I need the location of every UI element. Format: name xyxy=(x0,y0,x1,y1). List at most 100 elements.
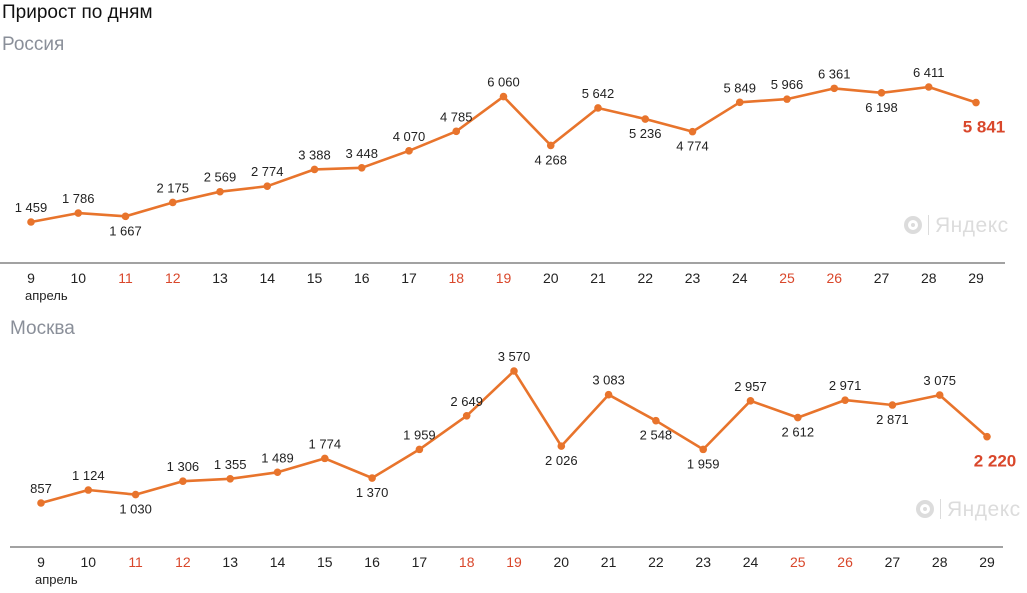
data-label: 2 971 xyxy=(829,378,862,393)
data-point xyxy=(557,442,566,450)
yandex-logo-icon xyxy=(904,216,922,234)
x-tick-label: 15 xyxy=(307,270,323,286)
x-tick-label: 13 xyxy=(222,554,238,570)
data-point xyxy=(121,212,130,221)
x-tick-label: 28 xyxy=(932,554,948,570)
data-label: 3 448 xyxy=(345,146,378,161)
x-tick-label: 25 xyxy=(779,270,795,286)
x-tick-label: 22 xyxy=(648,554,664,570)
chart-title-russia: Россия xyxy=(2,34,65,55)
data-point xyxy=(841,396,849,404)
x-tick-label: 28 xyxy=(921,270,937,286)
data-label: 1 786 xyxy=(62,191,95,206)
data-point xyxy=(972,98,980,107)
chart-russia: 1 459 9 1 786 10 1 667 11 2 175 12 2 569 13 2 774 1… xyxy=(0,65,1006,303)
data-label: 3 570 xyxy=(498,349,531,364)
data-label: 6 060 xyxy=(487,75,520,90)
x-tick-label: 19 xyxy=(506,554,522,570)
data-label: 1 306 xyxy=(167,459,200,474)
data-point xyxy=(226,474,234,483)
data-point xyxy=(983,432,991,441)
data-label: 2 569 xyxy=(204,170,237,185)
data-label-latest: 5 841 xyxy=(963,118,1006,137)
x-tick-label: 22 xyxy=(637,270,653,286)
chart-title-moscow: Москва xyxy=(10,318,75,339)
x-tick-label: 29 xyxy=(968,270,984,286)
data-label: 2 649 xyxy=(450,394,483,409)
data-label: 6 198 xyxy=(865,100,898,115)
data-point xyxy=(179,477,187,485)
data-label: 1 774 xyxy=(309,436,342,451)
x-tick-label: 21 xyxy=(590,270,606,286)
data-point xyxy=(735,98,744,107)
x-tick-label: 23 xyxy=(685,270,701,286)
data-label: 2 612 xyxy=(782,425,815,440)
x-tick-label: 21 xyxy=(601,554,617,570)
x-tick-label: 18 xyxy=(459,554,475,570)
data-point xyxy=(462,412,471,420)
data-point xyxy=(794,413,802,422)
data-label: 1 667 xyxy=(109,223,142,238)
data-label: 857 xyxy=(30,481,52,496)
data-label: 1 124 xyxy=(72,468,105,483)
data-label: 2 175 xyxy=(156,180,189,195)
x-tick-label: 14 xyxy=(270,554,286,570)
data-point xyxy=(357,163,366,172)
data-point xyxy=(84,486,93,494)
x-tick-label: 26 xyxy=(837,554,853,570)
data-point xyxy=(546,141,555,150)
data-point xyxy=(74,209,83,217)
data-label: 1 030 xyxy=(119,502,152,517)
data-label: 1 459 xyxy=(15,200,48,215)
x-tick-label: 9 xyxy=(37,554,45,570)
x-axis-month-label: апрель xyxy=(25,288,68,303)
data-point xyxy=(924,83,933,91)
data-point xyxy=(746,397,755,405)
data-label: 5 642 xyxy=(582,86,615,101)
data-point xyxy=(783,95,791,103)
x-tick-label: 29 xyxy=(979,554,995,570)
data-label-latest: 2 220 xyxy=(974,452,1017,471)
data-point xyxy=(510,367,518,375)
data-point xyxy=(216,187,224,196)
x-tick-label: 24 xyxy=(743,554,759,570)
data-point xyxy=(641,115,650,123)
x-tick-label: 27 xyxy=(885,554,901,570)
data-point xyxy=(604,390,613,399)
data-label: 6 411 xyxy=(913,65,945,80)
data-label: 4 785 xyxy=(440,109,473,124)
x-tick-label: 16 xyxy=(364,554,380,570)
x-tick-label: 9 xyxy=(27,270,35,286)
x-tick-label: 17 xyxy=(401,270,417,286)
data-point xyxy=(131,490,140,499)
data-label: 2 871 xyxy=(876,412,909,427)
data-point xyxy=(830,84,839,93)
data-label: 3 388 xyxy=(298,147,331,162)
watermark-text: Яндекс xyxy=(947,498,1021,521)
yandex-logo-icon xyxy=(916,500,934,518)
x-tick-label: 27 xyxy=(874,270,890,286)
data-label: 2 026 xyxy=(545,453,578,468)
data-label: 1 489 xyxy=(261,450,294,465)
x-tick-label: 19 xyxy=(496,270,512,286)
watermark-moscow: Яндекс xyxy=(916,498,1021,522)
watermark-russia: Яндекс xyxy=(904,214,1009,238)
data-label: 4 070 xyxy=(393,129,426,144)
data-point xyxy=(405,147,413,155)
data-label: 1 959 xyxy=(403,427,436,442)
data-label: 3 075 xyxy=(923,373,956,388)
data-point xyxy=(273,468,282,477)
data-label: 4 268 xyxy=(534,152,567,167)
data-label: 2 957 xyxy=(734,379,767,394)
x-tick-label: 12 xyxy=(175,554,191,570)
data-label: 5 849 xyxy=(723,80,756,95)
x-tick-label: 10 xyxy=(81,554,97,570)
data-label: 1 370 xyxy=(356,485,389,500)
page-title: Прирост по дням xyxy=(2,2,153,23)
x-tick-label: 26 xyxy=(826,270,842,286)
data-label: 2 548 xyxy=(640,428,673,443)
data-label: 2 774 xyxy=(251,164,284,179)
data-point xyxy=(499,92,508,101)
x-tick-label: 11 xyxy=(118,270,133,286)
